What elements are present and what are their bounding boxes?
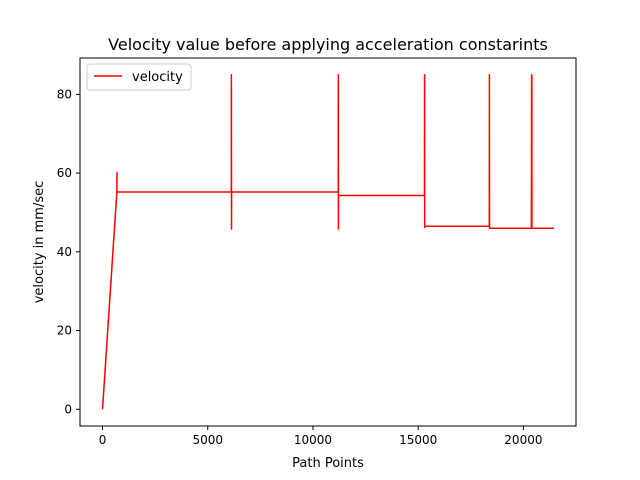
x-ticks: 0 5000 10000 15000 20000 [99, 426, 542, 447]
legend-label-velocity: velocity [132, 70, 183, 85]
y-axis-label: velocity in mm/sec [32, 181, 47, 304]
x-axis-label: Path Points [292, 456, 364, 471]
y-tick-label: 0 [64, 402, 72, 416]
y-tick-label: 20 [57, 324, 72, 338]
series-line-velocity [101, 73, 554, 410]
x-tick-label: 5000 [192, 433, 223, 447]
legend-box [86, 63, 192, 91]
x-tick-label: 0 [99, 433, 107, 447]
plot-area: 0 5000 10000 15000 20000 0 20 40 60 80 [57, 57, 577, 447]
axes-frame [79, 57, 577, 427]
y-tick-label: 60 [57, 166, 72, 180]
legend: velocity [86, 63, 192, 91]
y-ticks: 0 20 40 60 80 [57, 87, 80, 416]
y-tick-label: 80 [57, 87, 72, 101]
chart-title: Velocity value before applying accelerat… [108, 35, 548, 54]
series-group [101, 73, 554, 410]
y-tick-label: 40 [57, 245, 72, 259]
x-tick-label: 15000 [399, 433, 437, 447]
x-tick-label: 20000 [504, 433, 542, 447]
x-tick-label: 10000 [294, 433, 332, 447]
